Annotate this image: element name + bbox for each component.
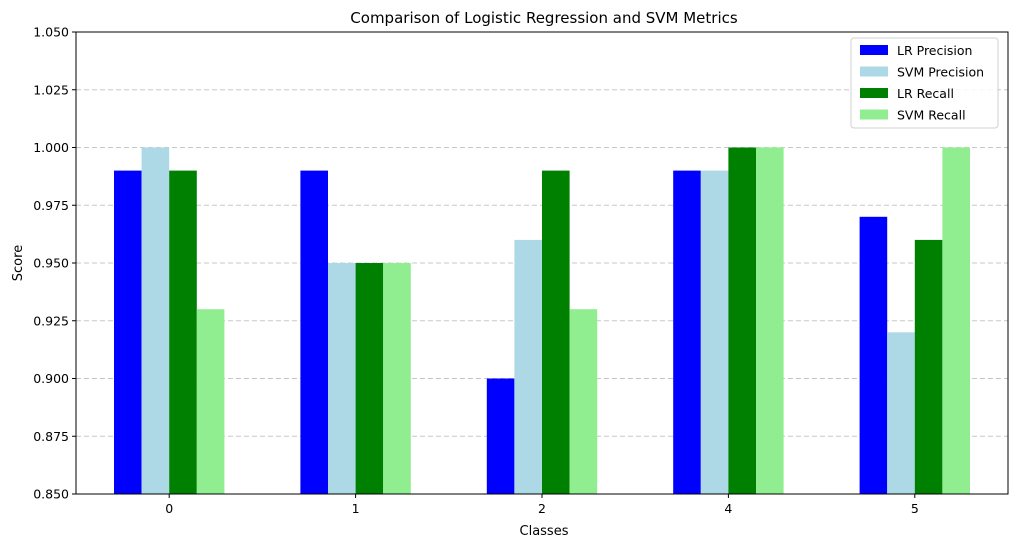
legend-swatch: [860, 109, 888, 120]
bar-svm-recall-class-4: [756, 147, 784, 494]
legend-swatch: [860, 66, 888, 77]
bar-svm-recall-class-1: [383, 263, 411, 494]
bar-lr-precision-class-5: [859, 216, 888, 495]
y-tick-label: 0.850: [33, 487, 69, 502]
legend-label: LR Recall: [897, 86, 954, 101]
legend-label: LR Precision: [897, 43, 972, 58]
legend-label: SVM Precision: [897, 65, 984, 80]
bar-lr-recall-class-4: [728, 147, 756, 494]
bar-svm-precision-class-2: [514, 239, 542, 494]
y-tick-label: 1.025: [33, 82, 69, 97]
bar-svm-precision-class-1: [328, 263, 356, 494]
y-tick-label: 0.900: [33, 371, 69, 386]
bar-lr-recall-class-1: [355, 263, 384, 494]
legend-box: [850, 37, 999, 129]
x-tick-label: 5: [911, 501, 919, 516]
y-tick-label: 0.950: [33, 256, 69, 271]
bar-svm-recall-class-2: [569, 309, 598, 494]
bar-svm-precision-class-4: [700, 170, 729, 494]
bar-svm-recall-class-5: [942, 147, 970, 494]
bar-svm-precision-class-5: [887, 332, 915, 494]
y-tick-label: 0.925: [33, 313, 69, 328]
y-tick-label: 1.050: [33, 25, 69, 40]
legend-swatch: [860, 45, 888, 55]
x-tick-label: 2: [538, 501, 546, 516]
bar-lr-precision-class-2: [486, 378, 515, 494]
x-axis-label: Classes: [520, 524, 569, 539]
x-axis-ticks: 0 1 2 4 5: [165, 494, 919, 516]
bar-svm-precision-class-0: [141, 147, 170, 494]
legend-swatch: [860, 88, 888, 98]
bars: [114, 147, 970, 495]
y-axis-label: Score: [11, 245, 26, 281]
bar-svm-recall-class-0: [196, 309, 225, 494]
x-tick-label: 0: [165, 501, 173, 516]
bar-lr-precision-class-1: [300, 170, 328, 494]
chart-title: Comparison of Logistic Regression and SV…: [350, 9, 738, 27]
x-tick-label: 4: [724, 501, 732, 516]
y-tick-label: 0.875: [33, 429, 69, 444]
legend: LR Precision SVM Precision LR Recall SVM Re…: [850, 37, 999, 129]
bar-lr-recall-class-0: [169, 170, 197, 494]
y-tick-label: 0.975: [33, 198, 69, 213]
bar-lr-recall-class-5: [914, 239, 943, 494]
bar-lr-precision-class-4: [673, 170, 701, 494]
bar-lr-precision-class-0: [114, 170, 142, 494]
y-axis-ticks: 0.850 0.875 0.900 0.925 0.950 0.975 1.000 1.025…: [33, 25, 76, 502]
y-tick-label: 1.000: [33, 140, 69, 155]
bar-lr-recall-class-2: [542, 170, 570, 494]
x-tick-label: 1: [352, 501, 360, 516]
legend-label: SVM Recall: [897, 108, 966, 123]
